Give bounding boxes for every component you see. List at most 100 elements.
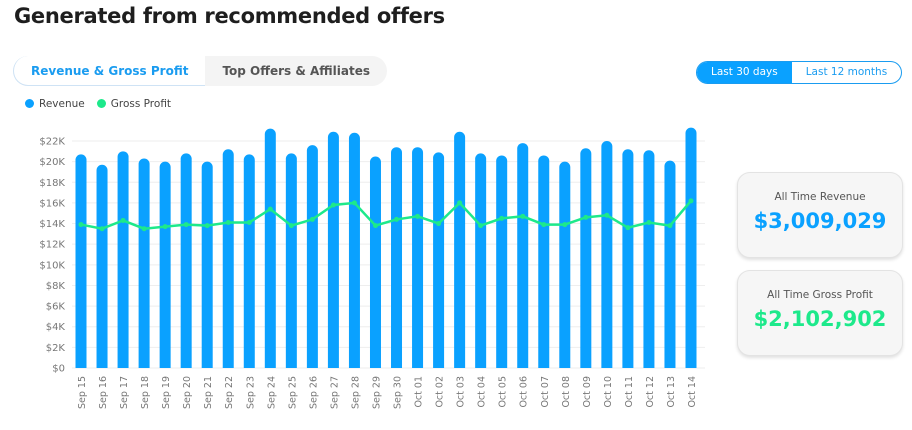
y-tick-label: $22K	[39, 137, 65, 148]
x-tick-label: Oct 02	[435, 376, 446, 408]
revenue-bar	[391, 147, 403, 368]
revenue-bar	[348, 132, 360, 368]
revenue-bar	[75, 154, 87, 368]
gross-profit-point	[394, 216, 400, 222]
x-tick-label: Sep 21	[203, 376, 214, 409]
x-tick-label: Oct 09	[582, 376, 593, 408]
gross-profit-point	[625, 225, 631, 231]
x-tick-label: Sep 24	[266, 376, 277, 409]
legend-item-gross-profit[interactable]: Gross Profit	[96, 98, 171, 110]
revenue-bar	[180, 153, 192, 368]
y-tick-label: $16K	[39, 198, 65, 209]
gross-profit-point	[162, 224, 168, 230]
x-tick-label: Sep 16	[98, 376, 109, 409]
revenue-dot-icon	[25, 99, 34, 108]
revenue-bar	[264, 128, 276, 368]
revenue-bar	[369, 156, 381, 368]
gross-profit-point	[520, 213, 526, 219]
y-tick-label: $4K	[46, 322, 66, 333]
date-range-toggle: Last 30 days Last 12 months	[696, 61, 903, 84]
revenue-bar	[285, 153, 297, 368]
x-tick-label: Sep 28	[350, 376, 361, 409]
revenue-bar	[201, 161, 213, 368]
gross-profit-point	[562, 222, 568, 228]
page-title: Generated from recommended offers	[14, 4, 445, 28]
gross-profit-point	[478, 223, 484, 229]
x-tick-label: Oct 03	[456, 376, 467, 408]
y-tick-label: $0	[52, 364, 65, 375]
gross-profit-line	[80, 200, 692, 231]
x-tick-label: Sep 27	[329, 376, 340, 409]
card-label: All Time Gross Profit	[767, 289, 873, 301]
gross-profit-point	[499, 215, 505, 221]
y-tick-label: $14K	[39, 219, 65, 230]
all-time-revenue-card: All Time Revenue $3,009,029	[737, 172, 903, 258]
x-tick-label: Oct 12	[645, 376, 656, 408]
all-time-gross-profit-value: $2,102,902	[753, 307, 887, 331]
x-tick-label: Oct 01	[414, 376, 425, 408]
gross-profit-point	[330, 202, 336, 208]
all-time-gross-profit-card: All Time Gross Profit $2,102,902	[737, 270, 903, 356]
tab-revenue-gross-profit[interactable]: Revenue & Gross Profit	[13, 56, 206, 86]
x-tick-label: Sep 25	[287, 376, 298, 409]
revenue-bar	[559, 161, 571, 368]
revenue-bar	[222, 149, 234, 368]
revenue-bar	[664, 160, 676, 368]
revenue-bar	[412, 147, 424, 368]
y-tick-label: $18K	[39, 178, 65, 189]
revenue-bar	[117, 151, 129, 368]
card-label: All Time Revenue	[774, 191, 866, 203]
x-tick-label: Sep 23	[245, 376, 256, 409]
revenue-bar	[138, 158, 150, 368]
x-tick-label: Sep 29	[371, 376, 382, 409]
x-tick-label: Sep 20	[182, 376, 193, 409]
x-tick-label: Oct 06	[519, 376, 530, 408]
y-tick-label: $8K	[46, 281, 66, 292]
x-tick-label: Sep 15	[77, 376, 88, 409]
gross-profit-point	[246, 220, 252, 226]
y-tick-label: $6K	[46, 302, 66, 313]
revenue-bar	[327, 131, 339, 368]
tab-top-offers-affiliates[interactable]: Top Offers & Affiliates	[222, 64, 371, 78]
revenue-bar	[643, 150, 655, 368]
gross-profit-point	[583, 214, 589, 220]
gross-profit-point	[541, 222, 547, 228]
chart-legend: Revenue Gross Profit	[25, 98, 171, 110]
legend-item-revenue[interactable]: Revenue	[25, 98, 85, 110]
x-tick-label: Oct 10	[603, 376, 614, 408]
x-tick-label: Oct 13	[666, 376, 677, 408]
x-tick-label: Sep 19	[161, 376, 172, 409]
x-tick-label: Sep 22	[224, 376, 235, 409]
revenue-bar	[517, 143, 529, 368]
gross-profit-dot-icon	[96, 99, 106, 108]
x-tick-label: Oct 08	[561, 376, 572, 408]
revenue-bar	[433, 152, 445, 368]
x-tick-label: Sep 17	[119, 376, 130, 409]
revenue-bar	[496, 155, 508, 368]
x-tick-label: Sep 18	[140, 376, 151, 409]
revenue-bar	[243, 154, 255, 368]
y-tick-label: $20K	[39, 157, 65, 168]
range-last-30-days-button[interactable]: Last 30 days	[697, 62, 792, 83]
revenue-bar	[601, 141, 613, 368]
gross-profit-point	[667, 223, 673, 229]
range-last-12-months-button[interactable]: Last 12 months	[805, 66, 888, 78]
gross-profit-point	[309, 216, 315, 222]
legend-label: Revenue	[39, 98, 85, 110]
revenue-bar	[96, 164, 108, 368]
gross-profit-point	[372, 223, 378, 229]
gross-profit-point	[99, 226, 105, 232]
revenue-bar	[475, 153, 487, 368]
view-tabs: Revenue & Gross Profit Top Offers & Affi…	[13, 56, 388, 86]
x-tick-label: Sep 26	[308, 376, 319, 409]
x-tick-label: Oct 05	[498, 376, 509, 408]
gross-profit-point	[646, 220, 652, 226]
revenue-bar	[454, 131, 466, 368]
revenue-bar	[538, 155, 550, 368]
gross-profit-point	[604, 212, 610, 218]
x-tick-label: Oct 14	[687, 376, 698, 408]
x-tick-label: Oct 04	[477, 376, 488, 408]
gross-profit-point	[351, 200, 357, 206]
revenue-profit-chart: $0 $2K $4K $6K $8K $10K $12K $14K $16K $18K $20K $2…	[39, 127, 705, 409]
gross-profit-point	[436, 221, 442, 227]
